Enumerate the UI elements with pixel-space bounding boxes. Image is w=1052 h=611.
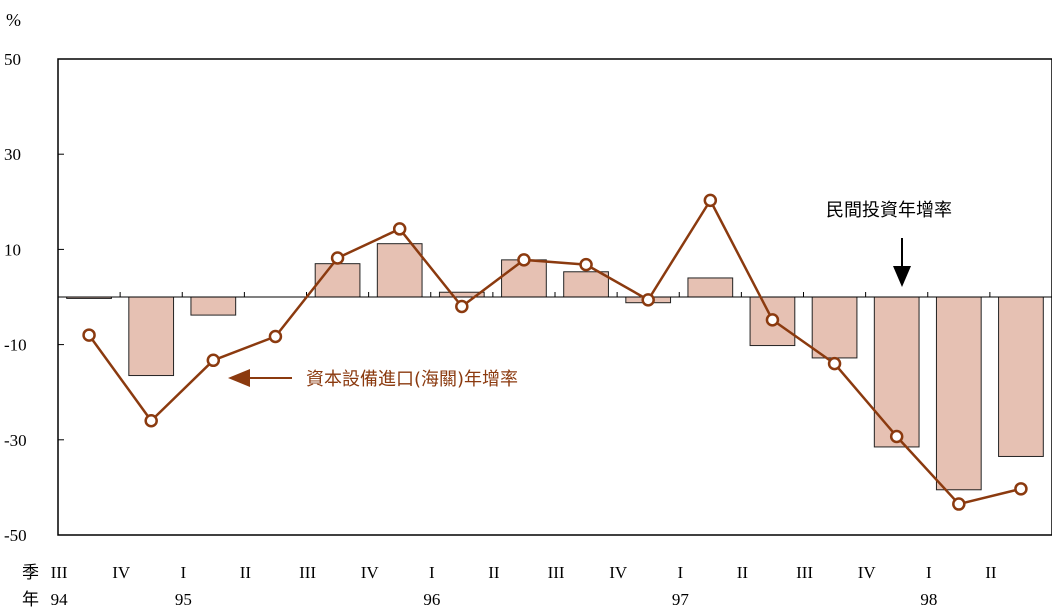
x-quarter-label-3: II <box>240 563 252 582</box>
line-marker-13 <box>889 429 904 444</box>
x-quarter-label-2: I <box>180 563 186 582</box>
x-quarter-label-8: III <box>548 563 565 582</box>
x-quarter-label-6: I <box>429 563 435 582</box>
line-marker-14 <box>952 497 966 511</box>
y-axis: 50 30 10 -10 -30 -50 <box>4 50 64 545</box>
x-quarter-label-13: IV <box>858 563 877 582</box>
x-quarter-label-9: IV <box>609 563 628 582</box>
y-tick-label-0: 50 <box>4 50 21 69</box>
bar-12 <box>811 296 858 359</box>
x-year-label-0: 94 <box>51 590 69 609</box>
y-tick-label-3: -10 <box>4 336 27 355</box>
y-unit-label: % <box>6 10 21 30</box>
x-quarter-label-15: II <box>985 563 997 582</box>
x-quarter-label-10: I <box>677 563 683 582</box>
bar-10 <box>687 277 734 298</box>
x-axis-ticks <box>119 292 991 297</box>
x-quarter-label-4: III <box>299 563 316 582</box>
bar-5 <box>376 243 423 298</box>
line-annotation-label: 資本設備進口(海關)年增率 <box>306 369 518 390</box>
y-tick-label-5: -50 <box>4 526 27 545</box>
bar-2 <box>190 296 237 316</box>
bar-13 <box>873 296 920 448</box>
line-series-equipment-imports <box>82 193 1028 511</box>
x-year-label-3: 97 <box>672 590 690 609</box>
line-path <box>88 199 1022 506</box>
line-marker-10 <box>703 193 718 208</box>
y-tick-label-2: 10 <box>4 240 21 259</box>
x-year-label-4: 98 <box>920 590 937 609</box>
line-marker-4 <box>330 251 345 265</box>
line-marker-15 <box>1014 482 1028 496</box>
x-quarter-label-1: IV <box>112 563 131 582</box>
x-axis-year-label: 年 <box>22 590 39 609</box>
line-marker-0 <box>82 328 96 342</box>
line-marker-5 <box>392 222 407 236</box>
line-marker-3 <box>268 329 283 344</box>
x-year-label-1: 95 <box>175 590 192 609</box>
y-tick-label-1: 30 <box>4 145 21 164</box>
y-tick-label-4: -30 <box>4 431 27 450</box>
x-quarter-label-11: II <box>737 563 749 582</box>
line-marker-8 <box>579 257 593 272</box>
line-marker-11 <box>765 313 780 327</box>
line-marker-7 <box>517 253 531 267</box>
bar-8 <box>563 271 609 298</box>
x-quarter-label-14: I <box>926 563 932 582</box>
line-annotation-arrow-head <box>228 369 250 387</box>
line-marker-9 <box>641 293 655 307</box>
x-quarter-label-12: III <box>796 563 813 582</box>
line-marker-6 <box>455 299 469 314</box>
x-year-label-2: 96 <box>423 590 440 609</box>
bar-4 <box>314 263 361 298</box>
bar-15 <box>998 296 1044 457</box>
x-quarter-label-0: III <box>51 563 68 582</box>
bar-annotation-arrow-head <box>893 266 911 287</box>
bar-annotation-label: 民間投資年增率 <box>826 200 952 221</box>
bar-1 <box>128 296 175 377</box>
bar-14 <box>935 296 982 491</box>
line-marker-12 <box>827 356 842 371</box>
line-marker-2 <box>206 353 221 368</box>
x-quarter-label-7: II <box>488 563 500 582</box>
x-axis-quarter-label: 季 <box>22 563 39 582</box>
line-marker-1 <box>144 414 158 428</box>
x-quarter-label-5: IV <box>361 563 380 582</box>
